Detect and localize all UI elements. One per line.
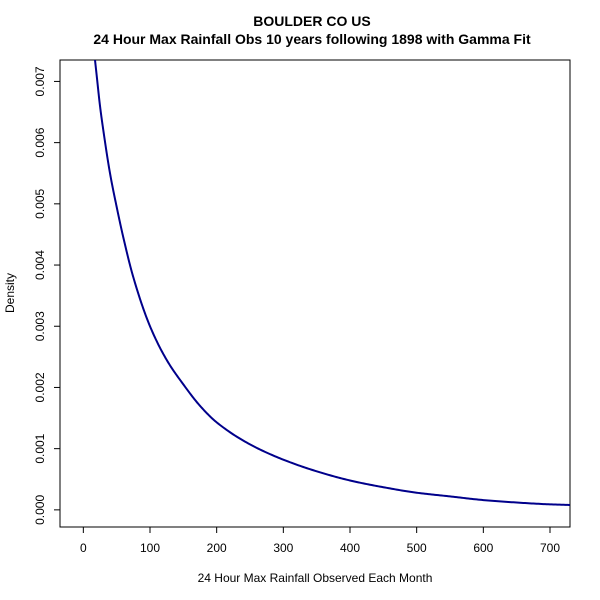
plot-frame xyxy=(59,59,571,528)
y-tick-label: 0.007 xyxy=(33,66,47,96)
y-tick-label: 0.002 xyxy=(33,372,47,402)
x-tick-label: 200 xyxy=(207,541,227,555)
y-tick-label: 0.003 xyxy=(33,311,47,341)
plot-area xyxy=(93,60,570,506)
gamma-fit-curve xyxy=(93,60,570,506)
x-tick-label: 600 xyxy=(473,541,493,555)
x-tick-label: 300 xyxy=(273,541,293,555)
x-tick-label: 400 xyxy=(340,541,360,555)
x-tick-label: 500 xyxy=(407,541,427,555)
y-tick-label: 0.006 xyxy=(33,127,47,157)
y-tick-label: 0.001 xyxy=(33,433,47,463)
y-axis: 0.000 0.001 0.002 0.003 0.004 0.005 0.006 0.007 xyxy=(33,66,61,525)
x-tick-label: 700 xyxy=(540,541,560,555)
y-axis-label: Density xyxy=(3,273,17,313)
x-tick-label: 0 xyxy=(80,541,87,555)
chart-subtitle: 24 Hour Max Rainfall Obs 10 years follow… xyxy=(93,31,531,47)
x-axis: 0 100 200 300 400 500 600 700 xyxy=(80,526,560,555)
x-tick-label: 100 xyxy=(140,541,160,555)
y-tick-label: 0.004 xyxy=(33,250,47,280)
chart-title: BOULDER CO US xyxy=(253,13,370,29)
y-tick-label: 0.005 xyxy=(33,188,47,218)
y-tick-label: 0.000 xyxy=(33,495,47,525)
x-axis-label: 24 Hour Max Rainfall Observed Each Month xyxy=(198,571,433,585)
